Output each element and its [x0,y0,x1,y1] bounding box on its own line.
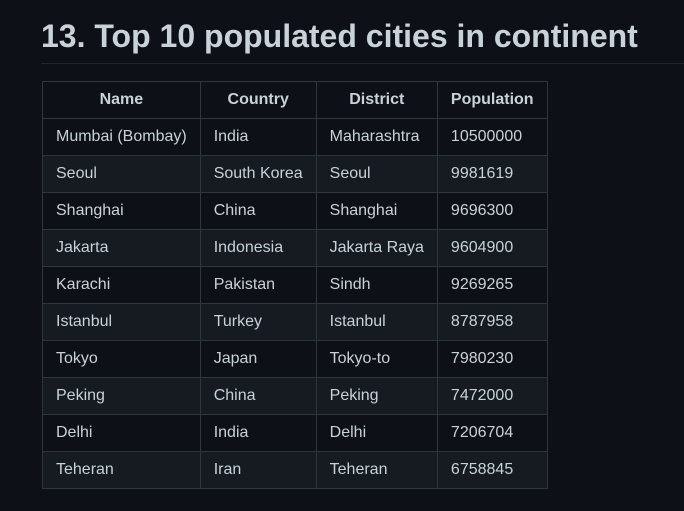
cell-name: Delhi [42,414,201,452]
cell-population: 9604900 [436,229,548,267]
cell-district: Seoul [315,155,438,193]
cell-population: 9269265 [436,266,548,304]
table-row: Jakarta Indonesia Jakarta Raya 9604900 [42,229,548,267]
cell-country: China [199,377,317,415]
cell-country: China [199,192,317,230]
cell-district: Teheran [315,451,438,489]
cell-district: Shanghai [315,192,438,230]
cell-name: Tokyo [42,340,201,378]
table-row: Istanbul Turkey Istanbul 8787958 [42,303,548,341]
cell-population: 7980230 [436,340,548,378]
cell-district: Istanbul [315,303,438,341]
cell-population: 6758845 [436,451,548,489]
cell-population: 8787958 [436,303,548,341]
table-row: Seoul South Korea Seoul 9981619 [42,155,548,193]
table-header-row: Name Country District Population [42,81,548,119]
cell-country: India [199,118,317,156]
cell-district: Delhi [315,414,438,452]
table-row: Teheran Iran Teheran 6758845 [42,451,548,489]
column-header-population: Population [436,81,548,119]
cell-name: Teheran [42,451,201,489]
cell-country: Pakistan [199,266,317,304]
cell-population: 7206704 [436,414,548,452]
table-row: Peking China Peking 7472000 [42,377,548,415]
cell-district: Maharashtra [315,118,438,156]
cell-district: Jakarta Raya [315,229,438,267]
section-heading: 13. Top 10 populated cities in continent [41,14,684,64]
cell-country: Indonesia [199,229,317,267]
table-row: Delhi India Delhi 7206704 [42,414,548,452]
table-body: Mumbai (Bombay) India Maharashtra 105000… [42,118,548,489]
cell-population: 7472000 [436,377,548,415]
cell-name: Karachi [42,266,201,304]
cell-population: 9696300 [436,192,548,230]
cell-district: Sindh [315,266,438,304]
cities-table: Name Country District Population Mumbai … [42,81,548,489]
cell-country: Turkey [199,303,317,341]
cell-district: Tokyo-to [315,340,438,378]
cell-name: Shanghai [42,192,201,230]
cell-country: Japan [199,340,317,378]
cell-country: India [199,414,317,452]
column-header-district: District [315,81,438,119]
cell-name: Jakarta [42,229,201,267]
cell-name: Peking [42,377,201,415]
cell-country: South Korea [199,155,317,193]
table-header: Name Country District Population [42,81,548,119]
cell-name: Mumbai (Bombay) [42,118,201,156]
column-header-country: Country [199,81,317,119]
cell-population: 10500000 [436,118,548,156]
column-header-name: Name [42,81,201,119]
table-row: Mumbai (Bombay) India Maharashtra 105000… [42,118,548,156]
cell-name: Istanbul [42,303,201,341]
table-row: Karachi Pakistan Sindh 9269265 [42,266,548,304]
cell-population: 9981619 [436,155,548,193]
cell-district: Peking [315,377,438,415]
table-row: Tokyo Japan Tokyo-to 7980230 [42,340,548,378]
cell-name: Seoul [42,155,201,193]
table-row: Shanghai China Shanghai 9696300 [42,192,548,230]
cell-country: Iran [199,451,317,489]
